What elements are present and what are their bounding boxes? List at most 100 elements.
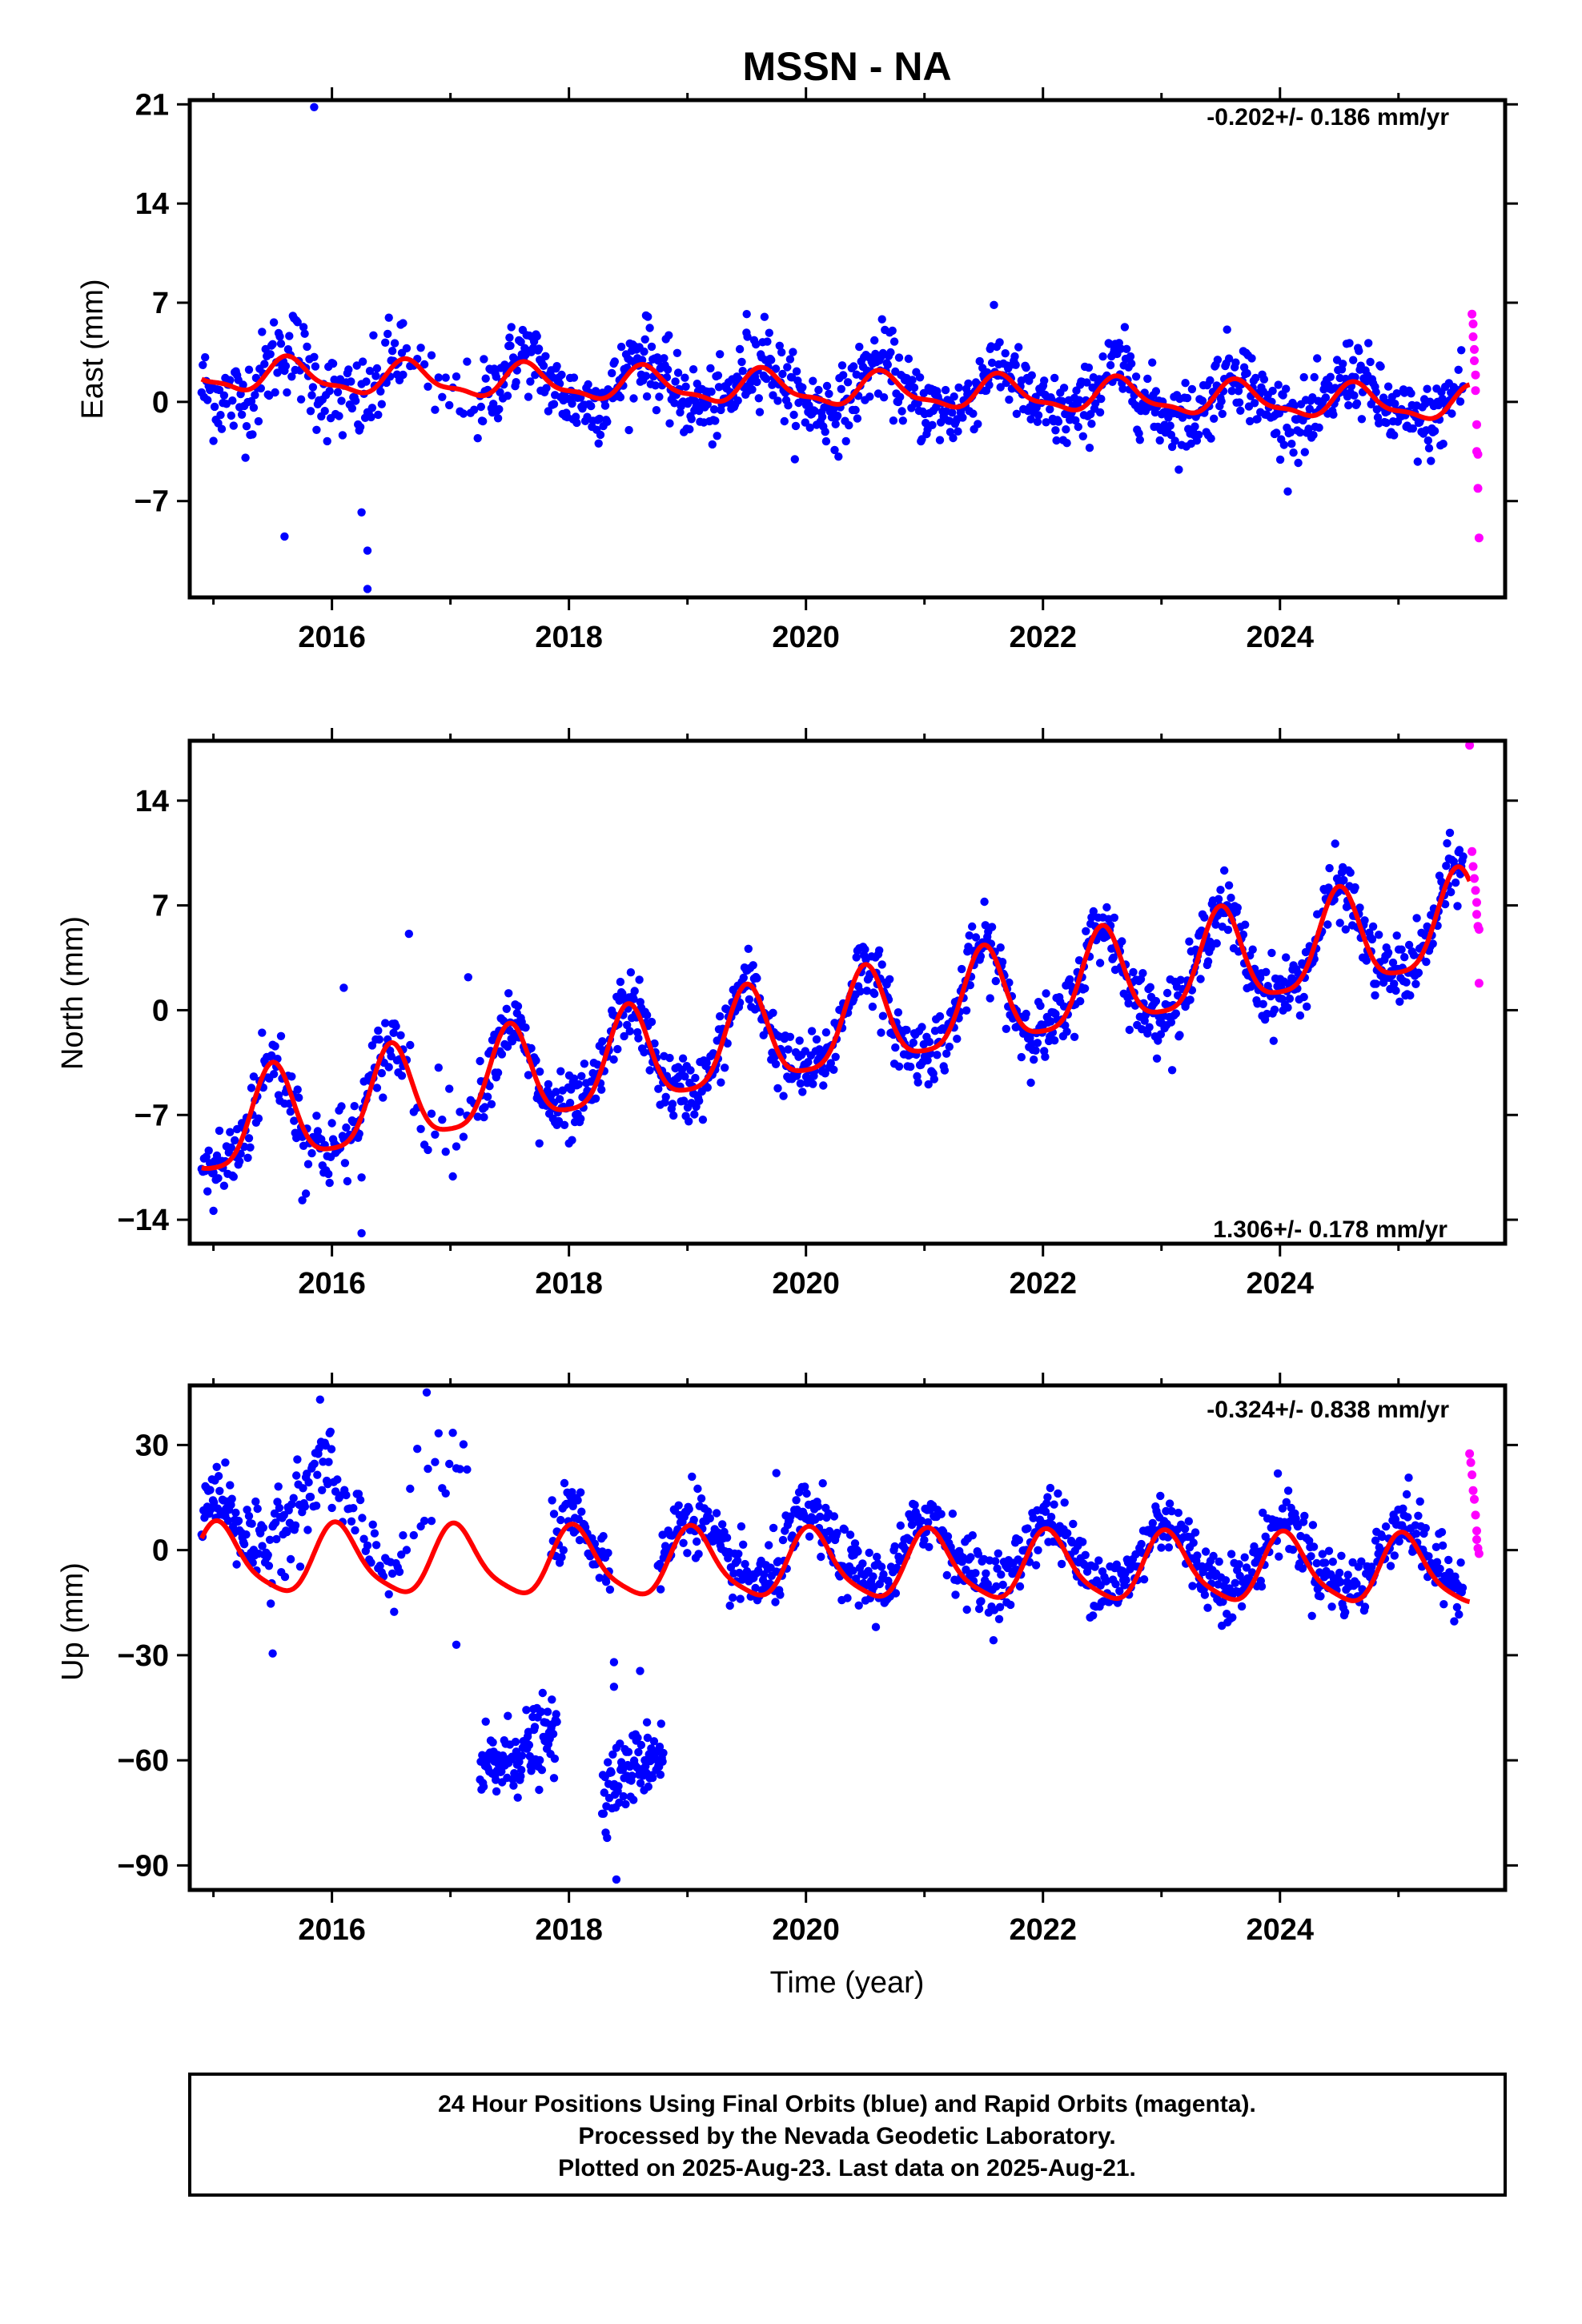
up-final-point [1337, 1551, 1346, 1561]
up-outlier-point [636, 1667, 644, 1675]
up-final-point [739, 1540, 748, 1550]
east-final-point [1127, 359, 1136, 368]
east-final-point [889, 416, 898, 425]
east-final-point [1423, 436, 1433, 445]
east-final-point [1050, 373, 1059, 383]
east-final-point [463, 357, 472, 366]
north-final-point [485, 1082, 494, 1091]
north-final-point [1241, 920, 1250, 929]
north-final-point [991, 976, 1001, 986]
up-final-point [264, 1562, 274, 1570]
north-final-point [1442, 862, 1451, 870]
east-final-point [1166, 421, 1174, 430]
east-final-point [830, 445, 839, 455]
north-final-point [885, 975, 894, 984]
up-final-point [292, 1471, 301, 1480]
east-final-point [1243, 368, 1251, 378]
east-final-point [1289, 448, 1298, 457]
up-final-point [966, 1553, 975, 1562]
east-final-point [837, 361, 847, 370]
up-final-point [1219, 1597, 1227, 1606]
north-final-point [427, 1109, 436, 1118]
north-final-point [1033, 1039, 1042, 1047]
up-final-point [688, 1472, 697, 1482]
north-final-point [1224, 881, 1234, 890]
up-final-point [1089, 1611, 1098, 1620]
north-final-point [925, 1037, 934, 1047]
east-final-point [1095, 408, 1105, 417]
north-final-point [1125, 1025, 1134, 1035]
north-final-point [577, 1072, 586, 1081]
up-final-point [1404, 1474, 1413, 1482]
up-final-point [548, 1730, 558, 1739]
east-final-point [753, 377, 761, 387]
east-final-point [1206, 376, 1215, 385]
up-final-point [733, 1556, 742, 1566]
up-final-point [751, 1583, 760, 1593]
east-final-point [738, 367, 747, 376]
east-final-point [1054, 417, 1063, 426]
north-ylabel: North (mm) [56, 916, 90, 1070]
up-final-point [559, 1546, 568, 1554]
east-final-point [1014, 343, 1023, 352]
up-outlier-point [609, 1683, 619, 1691]
up-final-point [280, 1572, 290, 1582]
north-final-point [642, 1011, 652, 1019]
east-final-point [1275, 455, 1285, 464]
up-final-point [488, 1738, 497, 1747]
up-final-point [729, 1593, 737, 1602]
north-final-point [1428, 939, 1437, 948]
east-final-point [743, 332, 752, 341]
east-final-point [479, 416, 488, 426]
up-final-point [658, 1530, 667, 1539]
east-final-point [587, 401, 596, 411]
north-final-point [1026, 1078, 1035, 1088]
up-final-point [1275, 1552, 1283, 1561]
north-final-point [367, 1041, 377, 1050]
north-final-point [504, 989, 513, 998]
east-final-point [1174, 465, 1183, 474]
east-final-point [805, 423, 814, 432]
north-final-point [1214, 895, 1223, 903]
up-final-point [347, 1517, 356, 1526]
north-final-point [1360, 916, 1369, 925]
north-final-point [654, 1084, 663, 1093]
up-final-point [1386, 1562, 1395, 1570]
east-final-point [473, 434, 482, 443]
up-final-point [994, 1549, 1003, 1558]
north-final-point [1422, 957, 1431, 967]
up-final-point [575, 1536, 584, 1545]
north-final-point [1371, 991, 1379, 1000]
up-final-point [948, 1510, 958, 1518]
east-final-point [849, 362, 858, 371]
up-final-point [1309, 1542, 1319, 1551]
north-final-point [1335, 919, 1344, 927]
east-final-point [1299, 372, 1308, 382]
up-ytick-label: 0 [152, 1534, 169, 1568]
up-final-point [1157, 1543, 1166, 1552]
east-final-point [283, 388, 291, 397]
east-final-point [549, 400, 559, 408]
north-final-point [998, 958, 1007, 967]
east-final-point [987, 358, 997, 368]
up-final-point [207, 1505, 215, 1514]
north-final-point [431, 1130, 440, 1140]
up-final-point [737, 1522, 746, 1531]
east-rapid-point [1473, 449, 1483, 459]
up-final-point [406, 1484, 415, 1494]
up-final-point [1367, 1562, 1376, 1571]
up-final-point [1189, 1538, 1198, 1547]
east-final-point [706, 364, 715, 373]
east-final-point [1235, 398, 1244, 407]
up-final-point [1042, 1499, 1051, 1508]
east-final-point [1126, 352, 1135, 361]
up-final-point [1063, 1529, 1072, 1538]
up-final-point [318, 1486, 327, 1495]
north-final-point [1050, 1036, 1059, 1045]
up-final-point [463, 1465, 472, 1474]
up-rapid-point [1465, 1449, 1475, 1458]
up-final-point [303, 1526, 312, 1534]
east-final-point [591, 387, 600, 396]
north-plot-frame [187, 738, 1508, 1246]
up-final-point [725, 1601, 734, 1610]
